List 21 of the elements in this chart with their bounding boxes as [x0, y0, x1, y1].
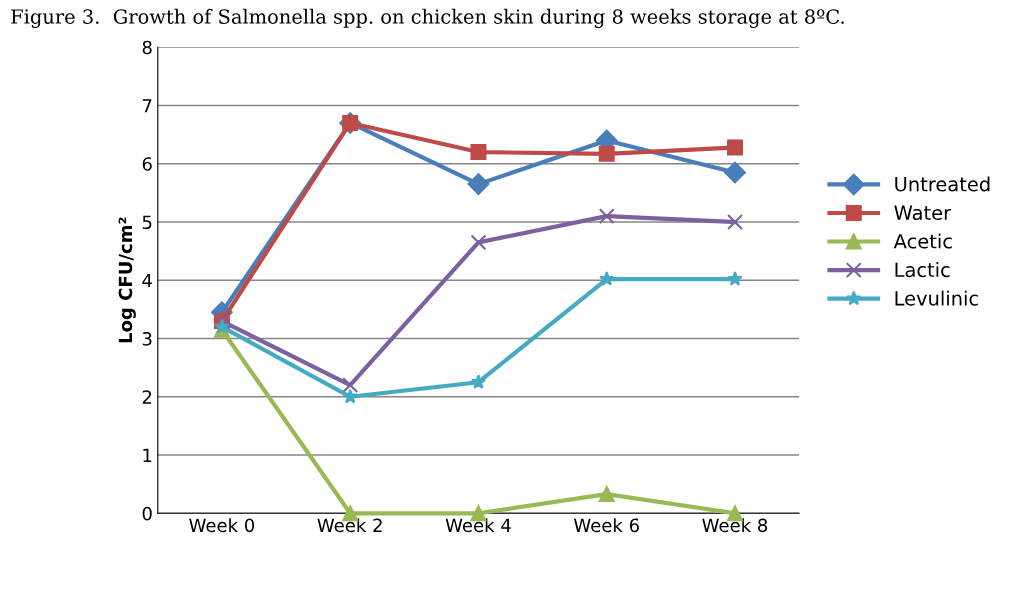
y-tick-label: 0: [142, 506, 152, 521]
y-tick-label: 6: [142, 157, 152, 171]
y-tick-label: 7: [142, 99, 152, 113]
legend-label: Untreated: [895, 176, 990, 192]
x-tick-label: Week 4: [445, 518, 511, 533]
legend-label: Acetic: [893, 233, 952, 249]
x-tick-label: Week 2: [317, 518, 382, 533]
y-tick-label: 5: [142, 215, 152, 230]
y-tick-label: 8: [142, 40, 152, 55]
y-tick-label: 3: [142, 331, 152, 346]
y-tick-label: 2: [142, 390, 152, 404]
y-tick-label: 1: [143, 448, 152, 462]
y-axis-title: Log CFU/cm²: [118, 217, 136, 343]
legend-label: Water: [894, 205, 952, 221]
x-tick-label: Week 0: [189, 518, 255, 533]
y-tick-label: 4: [142, 273, 152, 288]
x-tick-label: Week 8: [702, 518, 768, 533]
legend-label: Levulinic: [895, 290, 978, 306]
legend-label: Lactic: [895, 262, 950, 278]
x-tick-label: Week 6: [573, 518, 639, 533]
chart-title: Figure 3. Growth of Salmonella spp. on chicken skin during 8 weeks storage at 8ºC.: [11, 8, 844, 28]
